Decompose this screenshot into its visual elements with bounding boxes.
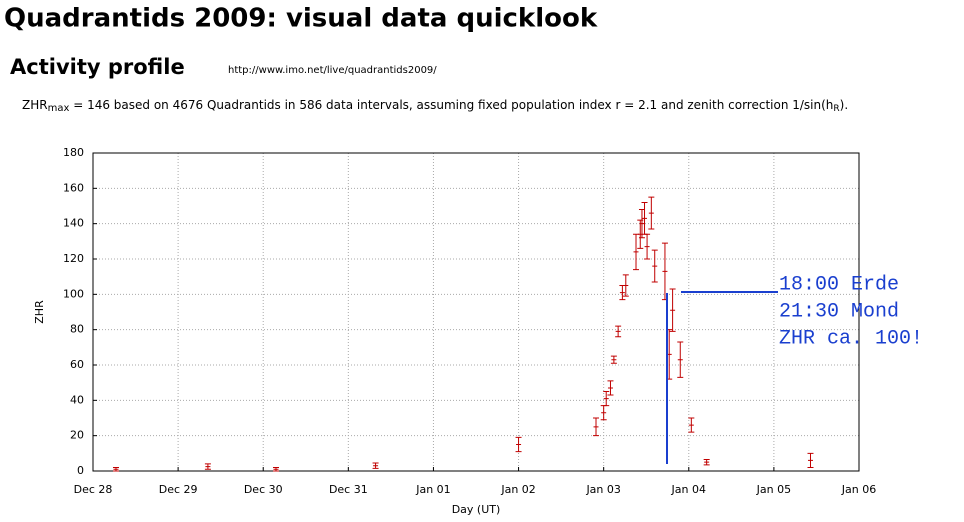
error-bar [644, 233, 651, 260]
y-tick-label: 180 [63, 146, 84, 159]
error-bar [615, 325, 622, 338]
y-tick-label: 60 [70, 358, 84, 371]
x-tick-label: Jan 03 [585, 483, 620, 496]
desc-sub: R [833, 104, 839, 114]
error-bar [688, 417, 695, 433]
y-axis-label: ZHR [33, 300, 46, 324]
plot-area: 0 20 40 60 80 100 120 140 160 180 Dec 28 Dec 29 Dec … [63, 146, 876, 496]
error-bar [661, 242, 668, 301]
desc-part: ZHR [22, 98, 48, 112]
plot-frame [92, 152, 860, 472]
error-bar [641, 201, 648, 235]
error-bar [703, 459, 710, 466]
desc-sub: max [48, 103, 70, 114]
annotation: 18:00 Erde [779, 273, 899, 296]
y-tick-label: 0 [77, 464, 84, 477]
x-tick-label: Jan 04 [671, 483, 706, 496]
section-title: Activity profile [10, 55, 185, 79]
error-bar [515, 436, 522, 453]
y-tick-label: 140 [63, 217, 84, 230]
y-tick-label: 20 [70, 429, 84, 442]
desc-part: = 146 based on 4676 Quadrantids in 586 d… [69, 98, 833, 112]
error-bar [648, 196, 655, 230]
error-bar [638, 209, 645, 239]
desc-part: ). [840, 98, 849, 112]
error-bar [600, 405, 607, 421]
x-tick-label: Jan 01 [415, 483, 450, 496]
x-tick-label: Dec 31 [329, 483, 368, 496]
error-bar [677, 341, 684, 378]
description: ZHRmax = 146 based on 4676 Quadrantids i… [22, 98, 848, 115]
error-bar [651, 249, 658, 283]
error-bar [607, 380, 614, 396]
error-bar [666, 329, 673, 380]
y-tick-label: 120 [63, 252, 84, 265]
error-bar [272, 466, 279, 472]
error-bar [669, 288, 676, 332]
url: http://www.imo.net/live/quadrantids2009/ [228, 65, 437, 76]
error-bar [807, 452, 814, 468]
error-bar [619, 285, 626, 301]
x-axis-label: Day (UT) [452, 503, 501, 516]
error-bar [372, 462, 379, 469]
error-bar [637, 219, 644, 249]
x-tick-label: Jan 02 [500, 483, 535, 496]
annotation: 21:30 Mond [779, 300, 899, 323]
x-tick-label: Dec 28 [74, 483, 113, 496]
error-bar [610, 355, 617, 364]
error-bar [633, 233, 640, 271]
x-tick-label: Dec 29 [159, 483, 198, 496]
x-tick-label: Jan 06 [841, 483, 876, 496]
y-tick-label: 100 [63, 287, 84, 300]
page-title: Quadrantids 2009: visual data quicklook [4, 4, 598, 34]
x-tick-label: Dec 30 [244, 483, 283, 496]
error-bar [593, 417, 600, 437]
y-tick-label: 80 [70, 323, 84, 336]
error-bar [112, 466, 119, 472]
error-bar [603, 391, 610, 407]
error-bar [204, 463, 211, 470]
y-tick-label: 40 [70, 393, 84, 406]
annotation: ZHR ca. 100! [779, 327, 923, 350]
y-tick-label: 160 [63, 181, 84, 194]
error-bar [622, 274, 629, 297]
x-tick-label: Jan 05 [756, 483, 791, 496]
